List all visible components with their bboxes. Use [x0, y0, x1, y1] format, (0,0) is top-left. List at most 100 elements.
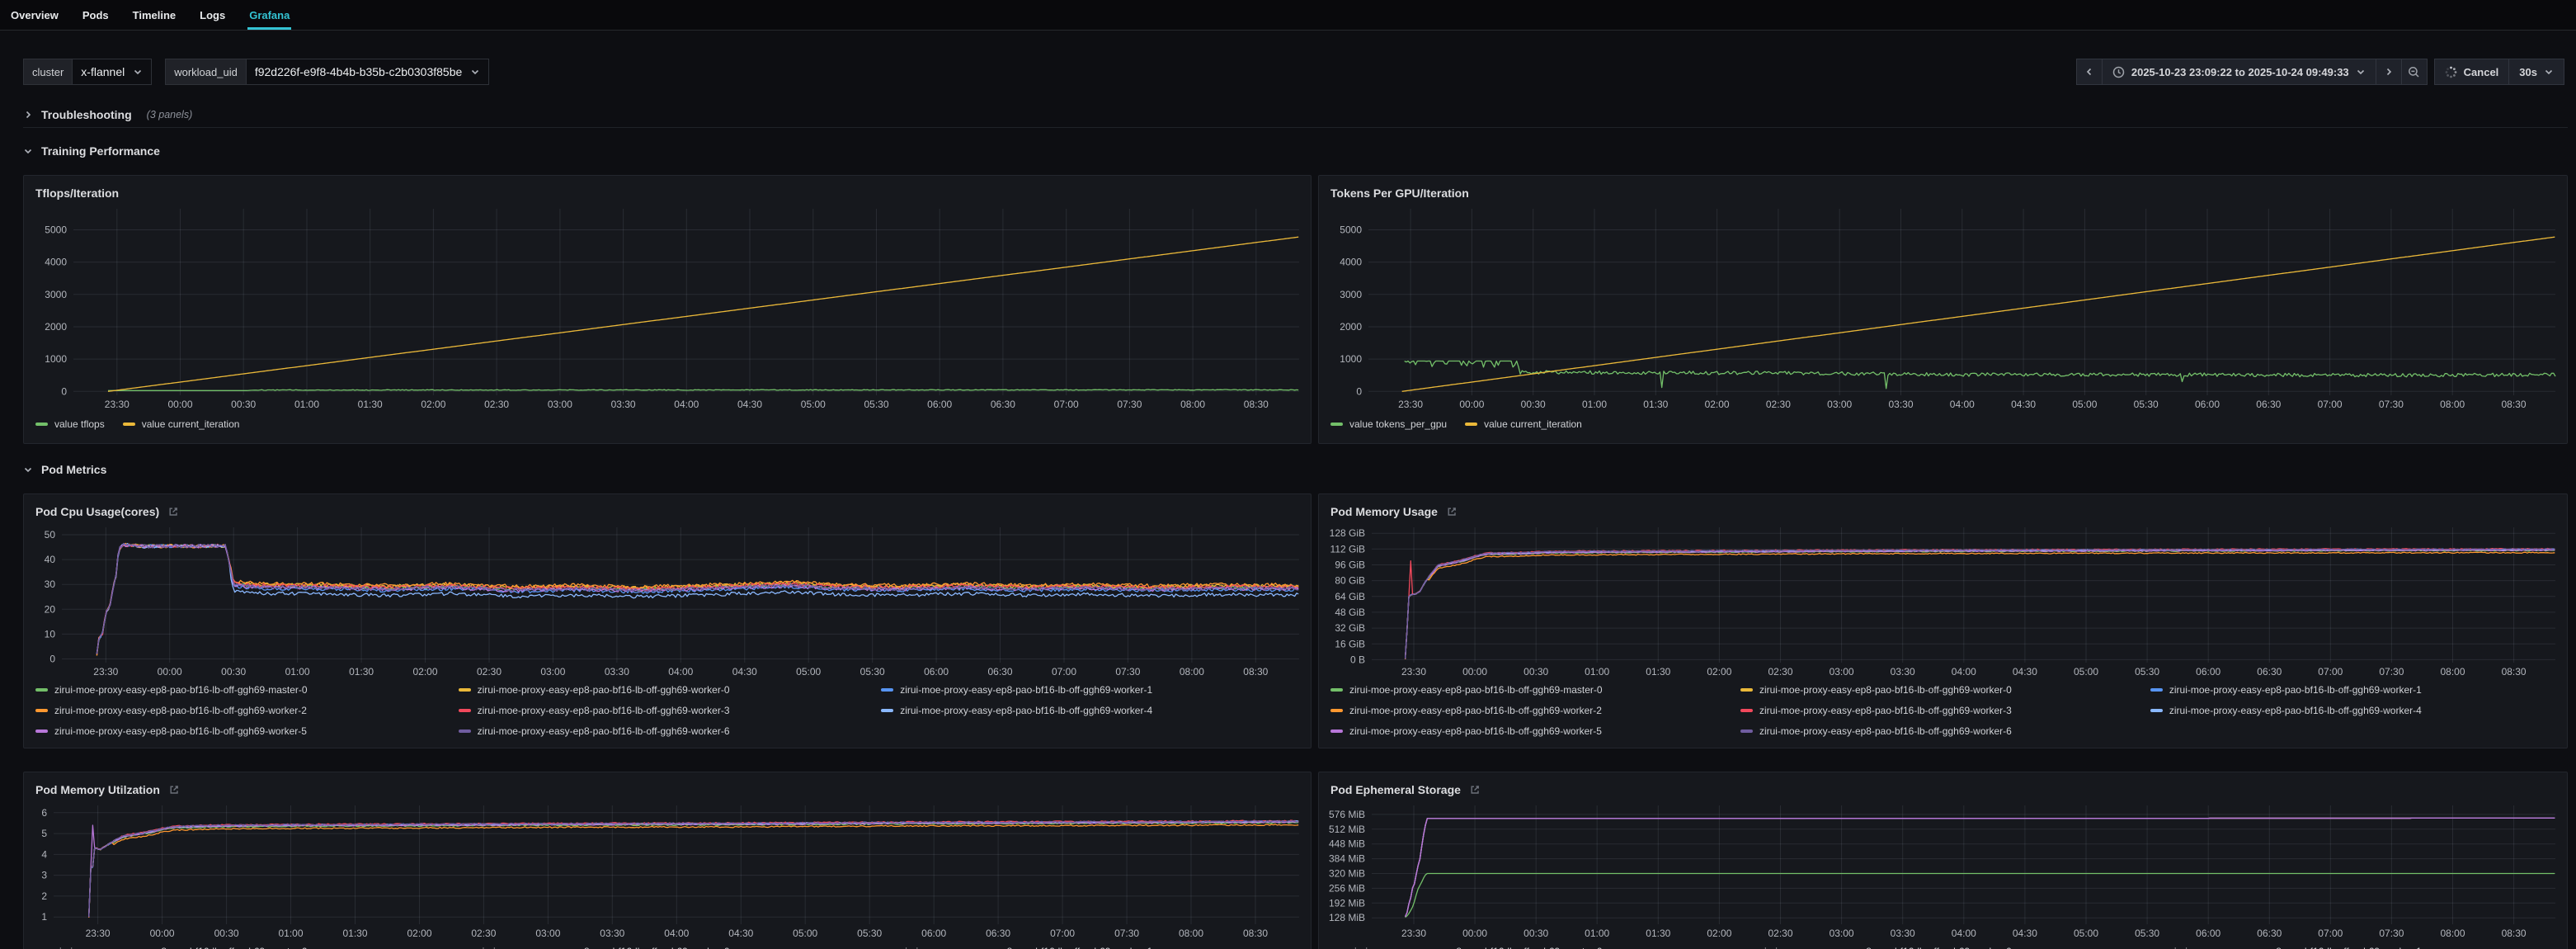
svg-text:08:30: 08:30 [1243, 666, 1268, 678]
legend-item[interactable]: zirui-moe-proxy-easy-ep8-pao-bf16-lb-off… [1740, 941, 2150, 949]
variable-workload-uid: workload_uid f92d226f-e9f8-4b4b-b35b-c2b… [165, 59, 490, 85]
panel-links-icon[interactable] [167, 506, 179, 517]
legend-item[interactable]: value current_iteration [1465, 418, 1582, 430]
pod-memory-utilization-chart[interactable]: 1 2 3 4 5 6 23:30 00:00 00:30 01:00 01:30 02:00 02:3… [31, 800, 1304, 941]
legend-item[interactable]: zirui-moe-proxy-easy-ep8-pao-bf16-lb-off… [35, 700, 459, 720]
legend-label: zirui-moe-proxy-easy-ep8-pao-bf16-lb-off… [900, 704, 1153, 716]
panel-title[interactable]: Pod Memory Usage [1330, 505, 1438, 518]
tab-grafana[interactable]: Grafana [247, 0, 292, 30]
pod-ephemeral-storage-chart[interactable]: 128 MiB 192 MiB 256 MiB 320 MiB 384 MiB 448 M… [1326, 800, 2560, 941]
svg-text:00:30: 00:30 [231, 399, 256, 410]
panel-tokens-per-gpu: Tokens Per GPU/Iteration 0 1000 2000 3000 40… [1318, 175, 2568, 444]
legend-item[interactable]: zirui-moe-proxy-easy-ep8-pao-bf16-lb-off… [1740, 720, 2150, 741]
legend-item[interactable]: zirui-moe-proxy-easy-ep8-pao-bf16-lb-off… [458, 700, 882, 720]
time-range-picker[interactable]: 2025-10-23 23:09:22 to 2025-10-24 09:49:… [2101, 59, 2376, 85]
legend-item[interactable]: zirui-moe-proxy-easy-ep8-pao-bf16-lb-off… [2150, 679, 2560, 700]
svg-text:02:00: 02:00 [412, 666, 437, 678]
tokens-per-gpu-chart[interactable]: 0 1000 2000 3000 4000 5000 23:30 00:00 00:30 01:0… [1326, 204, 2560, 412]
svg-text:08:00: 08:00 [1180, 666, 1204, 678]
panel-links-icon[interactable] [168, 784, 180, 796]
panel-title[interactable]: Pod Memory Utilzation [35, 783, 160, 796]
training-panels-row: Tflops/Iteration 0 1000 2000 3000 4000 5000 23… [23, 175, 2568, 444]
tab-timeline[interactable]: Timeline [132, 8, 177, 21]
legend-item[interactable]: zirui-moe-proxy-easy-ep8-pao-bf16-lb-off… [2150, 700, 2560, 720]
pod-cpu-chart[interactable]: 0 10 20 30 40 50 23:30 00:00 00:30 01:00 01:30 02:0… [31, 522, 1304, 679]
zoom-out-icon[interactable] [2400, 59, 2428, 85]
legend-swatch [458, 708, 471, 712]
refresh-cancel-button[interactable]: Cancel [2433, 59, 2510, 85]
panel-title[interactable]: Pod Ephemeral Storage [1330, 783, 1461, 796]
tflops-legend: value tflops value current_iteration [31, 412, 1304, 437]
svg-text:04:30: 04:30 [728, 928, 753, 939]
panel-header: Pod Cpu Usage(cores) [31, 501, 1304, 522]
legend-item[interactable]: zirui-moe-proxy-easy-ep8-pao-bf16-lb-off… [35, 941, 459, 949]
tab-overview[interactable]: Overview [11, 8, 59, 21]
svg-text:08:30: 08:30 [1244, 399, 1269, 410]
workload-uid-select[interactable]: f92d226f-e9f8-4b4b-b35b-c2b0303f85be [246, 59, 490, 85]
svg-text:07:30: 07:30 [1115, 666, 1140, 678]
row-pod-metrics[interactable]: Pod Metrics [23, 457, 2568, 482]
legend-item[interactable]: zirui-moe-proxy-easy-ep8-pao-bf16-lb-off… [459, 941, 882, 949]
tflops-chart[interactable]: 0 1000 2000 3000 4000 5000 23:30 00:00 00:30 01:0… [31, 204, 1304, 412]
svg-text:04:00: 04:00 [1952, 666, 1976, 678]
workload-uid-value: f92d226f-e9f8-4b4b-b35b-c2b0303f85be [254, 65, 463, 78]
legend-item[interactable]: zirui-moe-proxy-easy-ep8-pao-bf16-lb-off… [881, 941, 1304, 949]
panel-title[interactable]: Tokens Per GPU/Iteration [1330, 186, 1469, 200]
row-training-performance[interactable]: Training Performance [23, 139, 2568, 163]
cluster-value: x-flannel [81, 65, 125, 78]
legend-item[interactable]: zirui-moe-proxy-easy-ep8-pao-bf16-lb-off… [458, 720, 882, 741]
cluster-select[interactable]: x-flannel [73, 59, 153, 85]
legend-item[interactable]: zirui-moe-proxy-easy-ep8-pao-bf16-lb-off… [1740, 679, 2150, 700]
svg-text:03:00: 03:00 [535, 928, 560, 939]
svg-text:6: 6 [41, 807, 47, 819]
tab-logs[interactable]: Logs [200, 8, 226, 21]
panel-links-icon[interactable] [1446, 506, 1458, 517]
time-shift-forward-button[interactable] [2375, 59, 2402, 85]
svg-text:5000: 5000 [45, 224, 67, 236]
refresh-group: Cancel 30s [2433, 59, 2564, 85]
legend-item[interactable]: zirui-moe-proxy-easy-ep8-pao-bf16-lb-off… [1330, 679, 1740, 700]
panel-title[interactable]: Tflops/Iteration [35, 186, 120, 200]
refresh-interval-select[interactable]: 30s [2508, 59, 2564, 85]
pod-metrics-row-1: Pod Cpu Usage(cores) 0 10 20 30 40 50 23:30 00:… [23, 493, 2568, 748]
legend-label: zirui-moe-proxy-easy-ep8-pao-bf16-lb-off… [54, 725, 307, 737]
svg-text:07:00: 07:00 [1052, 666, 1076, 678]
legend-item[interactable]: zirui-moe-proxy-easy-ep8-pao-bf16-lb-off… [458, 679, 882, 700]
clock-icon [2112, 66, 2125, 78]
svg-text:5: 5 [41, 828, 47, 839]
legend-item[interactable]: value tokens_per_gpu [1330, 418, 1447, 430]
svg-text:08:00: 08:00 [2440, 399, 2465, 410]
legend-item[interactable]: zirui-moe-proxy-easy-ep8-pao-bf16-lb-off… [1330, 720, 1740, 741]
svg-text:192 MiB: 192 MiB [1329, 897, 1365, 909]
svg-text:4: 4 [41, 848, 47, 860]
legend-swatch [35, 423, 48, 426]
legend-item[interactable]: zirui-moe-proxy-easy-ep8-pao-bf16-lb-off… [1330, 941, 1740, 949]
tab-pods[interactable]: Pods [82, 8, 109, 21]
svg-text:00:30: 00:30 [1523, 928, 1548, 939]
dashboard-toolbar: cluster x-flannel workload_uid f92d226f-… [23, 59, 2568, 85]
panel-title[interactable]: Pod Cpu Usage(cores) [35, 505, 160, 518]
svg-text:3000: 3000 [1340, 289, 1362, 300]
legend-item[interactable]: zirui-moe-proxy-easy-ep8-pao-bf16-lb-off… [1330, 700, 1740, 720]
legend-item[interactable]: zirui-moe-proxy-easy-ep8-pao-bf16-lb-off… [35, 679, 459, 700]
legend-item[interactable]: zirui-moe-proxy-easy-ep8-pao-bf16-lb-off… [1740, 700, 2150, 720]
cluster-label: cluster [23, 59, 73, 85]
legend-item[interactable]: zirui-moe-proxy-easy-ep8-pao-bf16-lb-off… [35, 720, 459, 741]
svg-text:07:30: 07:30 [2379, 399, 2404, 410]
time-shift-back-button[interactable] [2075, 59, 2103, 85]
legend-item[interactable]: value tflops [35, 418, 105, 430]
svg-text:256 MiB: 256 MiB [1329, 882, 1365, 894]
svg-text:03:30: 03:30 [1888, 399, 1913, 410]
legend-item[interactable]: zirui-moe-proxy-easy-ep8-pao-bf16-lb-off… [881, 700, 1304, 720]
row-troubleshooting[interactable]: Troubleshooting (3 panels) [23, 102, 2568, 128]
legend-item[interactable]: value current_iteration [122, 418, 239, 430]
svg-text:08:00: 08:00 [1179, 928, 1203, 939]
legend-item[interactable]: zirui-moe-proxy-easy-ep8-pao-bf16-lb-off… [2150, 941, 2560, 949]
legend-label: zirui-moe-proxy-easy-ep8-pao-bf16-lb-off… [1349, 946, 1603, 949]
legend-item[interactable]: zirui-moe-proxy-easy-ep8-pao-bf16-lb-off… [881, 679, 1304, 700]
svg-text:07:00: 07:00 [2318, 928, 2343, 939]
legend-swatch [1330, 687, 1343, 692]
svg-text:05:30: 05:30 [864, 399, 888, 410]
panel-links-icon[interactable] [1469, 784, 1481, 796]
pod-memory-chart[interactable]: 0 B 16 GiB 32 GiB 48 GiB 64 GiB 80 GiB 96 GiB 1… [1326, 522, 2560, 679]
